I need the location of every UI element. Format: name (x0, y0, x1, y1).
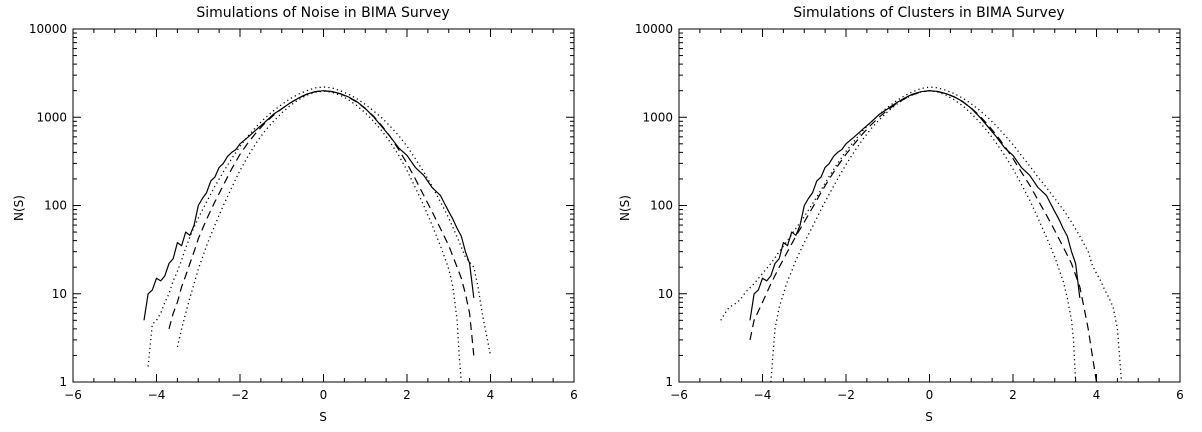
x-tick-label: 2 (1009, 388, 1017, 402)
x-tick-label: −4 (754, 388, 772, 402)
series-group (720, 86, 1123, 382)
y-tick-label: 1 (59, 375, 67, 389)
y-tick-label: 1 (665, 375, 673, 389)
series-dotted-line-3 (176, 90, 462, 382)
x-tick-label: 6 (570, 388, 578, 402)
x-tick-label: 6 (1176, 388, 1184, 402)
x-axis-label: S (925, 410, 933, 424)
x-tick-label: −6 (64, 388, 82, 402)
x-tick-label: −2 (231, 388, 249, 402)
y-tick-label: 100 (650, 199, 673, 213)
noise-simulation-panel: Simulations of Noise in BIMA Survey S N(… (12, 5, 578, 424)
series-dotted-line-3 (770, 90, 1077, 382)
chart-title: Simulations of Noise in BIMA Survey (196, 5, 449, 21)
y-tick-label: 100 (44, 199, 67, 213)
y-tick-label: 10 (52, 287, 67, 301)
chart-title: Simulations of Clusters in BIMA Survey (793, 5, 1064, 21)
x-tick-label: 0 (926, 388, 934, 402)
series-solid-line-0 (749, 90, 1081, 321)
x-tick-label: 4 (487, 388, 495, 402)
x-tick-label: −6 (670, 388, 688, 402)
x-tick-label: 4 (1093, 388, 1101, 402)
series-solid-line-0 (143, 90, 475, 321)
series-group (143, 86, 492, 382)
series-dashed-line-1 (168, 90, 475, 356)
y-tick-label: 10000 (635, 22, 673, 36)
y-tick-label: 10000 (29, 22, 67, 36)
x-tick-label: −4 (148, 388, 166, 402)
x-axis-label: S (319, 410, 327, 424)
y-axis-label: N(S) (12, 195, 26, 221)
x-tick-label: −2 (837, 388, 855, 402)
cluster-simulation-panel: Simulations of Clusters in BIMA Survey S… (618, 5, 1184, 424)
y-tick-label: 1000 (642, 110, 673, 124)
y-tick-label: 10 (658, 287, 673, 301)
y-axis-label: N(S) (618, 195, 632, 221)
x-tick-label: 0 (320, 388, 328, 402)
y-tick-label: 1000 (36, 110, 67, 124)
x-tick-label: 2 (403, 388, 411, 402)
